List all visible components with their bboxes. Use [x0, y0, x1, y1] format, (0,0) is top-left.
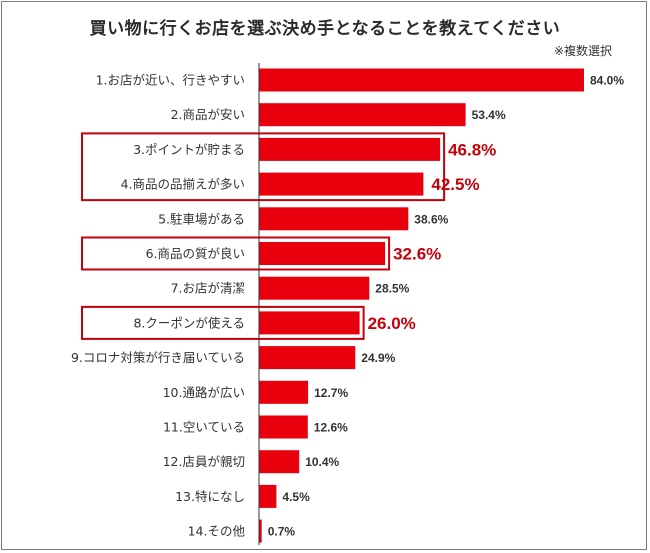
bar — [259, 137, 441, 161]
value-label: 10.4% — [305, 455, 339, 469]
value-label: 42.5% — [431, 175, 479, 194]
bar — [259, 415, 308, 439]
bar — [259, 380, 309, 404]
category-label: 13.特になし — [175, 489, 245, 504]
category-label: 4.商品の品揃えが多い — [121, 177, 245, 192]
category-label: 6.商品の質が良い — [146, 246, 245, 261]
value-label: 28.5% — [375, 282, 409, 296]
value-label: 0.7% — [268, 525, 296, 539]
value-label: 12.6% — [314, 421, 348, 435]
bar — [259, 68, 584, 92]
category-label: 8.クーポンが使える — [133, 315, 245, 330]
category-label: 7.お店が清潔 — [171, 281, 245, 296]
value-label: 12.7% — [314, 386, 348, 400]
category-label: 14.その他 — [188, 524, 246, 539]
bar — [259, 311, 360, 335]
bar — [259, 103, 466, 127]
category-label: 12.店員が親切 — [163, 454, 245, 469]
bar — [259, 450, 300, 474]
value-label: 53.4% — [472, 108, 506, 122]
highlight-box — [81, 132, 446, 202]
highlight-box — [81, 305, 365, 340]
value-label: 4.5% — [282, 490, 310, 504]
chart-subtitle: ※複数選択 — [553, 44, 612, 58]
bar — [259, 346, 356, 370]
category-label: 10.通路が広い — [163, 385, 245, 400]
category-label: 5.駐車場がある — [158, 211, 245, 226]
bar — [259, 484, 277, 508]
category-label: 9.コロナ対策が行き届いている — [71, 350, 245, 365]
value-label: 24.9% — [361, 351, 395, 365]
bar — [259, 207, 409, 231]
value-label: 46.8% — [448, 140, 496, 159]
bar — [259, 242, 386, 265]
category-label: 11.空いている — [163, 420, 245, 435]
bar — [259, 519, 262, 543]
category-label: 3.ポイントが貯まる — [133, 142, 245, 157]
value-label: 84.0% — [590, 74, 624, 88]
chart-title: 買い物に行くお店を選ぶ決め手となることを教えてください — [89, 19, 561, 39]
bar — [259, 276, 370, 300]
bar — [259, 172, 424, 196]
value-label: 26.0% — [368, 314, 416, 333]
value-label: 38.6% — [414, 212, 448, 226]
category-label: 1.お店が近い、行きやすい — [96, 73, 245, 88]
value-label: 32.6% — [393, 245, 441, 264]
category-label: 2.商品が安い — [171, 107, 245, 122]
highlight-box — [81, 236, 391, 271]
